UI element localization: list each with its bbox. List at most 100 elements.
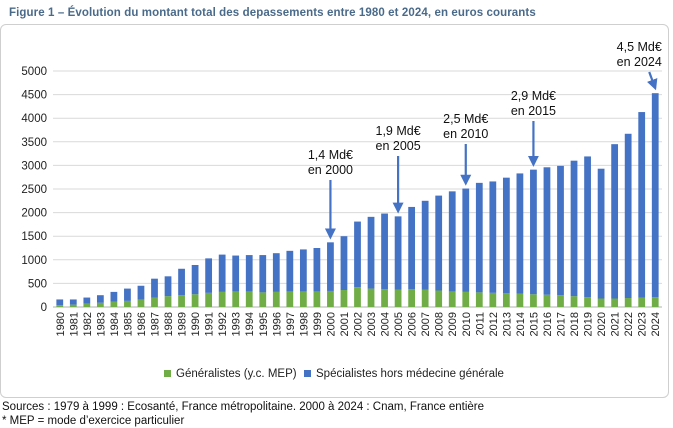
bar-specialistes: [381, 213, 388, 290]
bar-specialistes: [178, 268, 185, 296]
bar-specialistes: [191, 264, 199, 295]
bar-generalistes: [272, 291, 280, 307]
bar-generalistes: [124, 300, 131, 307]
x-tick-label: 1998: [298, 312, 310, 336]
legend-swatch-specialistes: [304, 370, 311, 377]
bar-specialistes: [56, 299, 64, 306]
bar-specialistes: [245, 255, 253, 292]
bar-generalistes: [462, 291, 470, 307]
bar-specialistes: [462, 188, 470, 292]
bar-generalistes: [611, 298, 619, 307]
annotation-value: 1,9 Md€: [376, 124, 421, 138]
y-tick-label: 5000: [21, 66, 47, 78]
bar-specialistes: [570, 160, 578, 297]
bar-generalistes: [502, 293, 510, 307]
x-tick-label: 2007: [420, 312, 432, 336]
x-tick-label: 1997: [285, 312, 297, 336]
bar-generalistes: [557, 295, 564, 307]
bar-generalistes: [530, 294, 537, 307]
chart-frame: 0 500 1000 1500 2000 2500 3000 3500 4000 4500 5000…: [0, 24, 669, 398]
x-tick-label: 2000: [325, 312, 337, 336]
x-tick-label: 2019: [583, 312, 595, 336]
y-tick-label: 0: [41, 302, 47, 314]
bar-generalistes: [137, 299, 145, 307]
bar-specialistes: [651, 93, 659, 298]
y-tick-label: 4500: [21, 90, 47, 102]
bar-specialistes: [448, 191, 456, 292]
bar-generalistes: [164, 296, 172, 307]
x-tick-label: 2009: [447, 312, 459, 336]
x-tick-label: 2023: [637, 312, 649, 336]
bar-specialistes: [557, 165, 564, 296]
bar-specialistes: [110, 291, 118, 302]
bar-generalistes: [340, 290, 348, 307]
bar-specialistes: [638, 112, 646, 298]
bar-generalistes: [516, 293, 524, 307]
bar-generalistes: [381, 289, 388, 307]
annotation-year: en 2015: [511, 104, 556, 118]
bar-specialistes: [313, 248, 321, 292]
bar-specialistes: [83, 297, 91, 304]
legend-swatch-generalistes: [164, 370, 171, 377]
stacked-bar-chart: 0 500 1000 1500 2000 2500 3000 3500 4000 4500 5000…: [21, 40, 662, 380]
bar-specialistes: [151, 278, 158, 298]
bar-specialistes: [272, 253, 280, 292]
y-tick-label: 3000: [21, 160, 47, 172]
bar-specialistes: [435, 195, 443, 291]
sources-note: Sources : 1979 à 1999 : Ecosanté, France…: [2, 401, 485, 413]
bar-generalistes: [597, 298, 605, 307]
x-tick-label: 2012: [488, 312, 500, 336]
x-tick-label: 2004: [380, 312, 392, 336]
annotation-value: 2,9 Md€: [511, 89, 556, 103]
bar-generalistes: [570, 296, 578, 307]
x-tick-label: 1981: [68, 312, 80, 336]
bar-specialistes: [584, 156, 591, 298]
bar-generalistes: [624, 298, 632, 307]
x-tick-label: 1980: [55, 312, 67, 336]
bar-specialistes: [137, 285, 145, 300]
x-tick-label: 1996: [271, 312, 283, 336]
y-tick-label: 1500: [21, 231, 47, 243]
x-tick-label: 2016: [542, 312, 554, 336]
bar-generalistes: [367, 288, 375, 307]
x-tick-label: 2014: [515, 312, 527, 336]
bar-generalistes: [584, 297, 591, 307]
x-tick-label: 1990: [190, 312, 202, 336]
x-tick-label: 1988: [163, 312, 175, 336]
x-tick-label: 2015: [528, 312, 540, 336]
x-tick-label: 1987: [150, 312, 162, 336]
x-tick-label: 2017: [556, 312, 568, 336]
bar-specialistes: [489, 181, 497, 293]
annotation-year: en 2010: [443, 127, 488, 141]
bar-specialistes: [421, 200, 429, 290]
x-tick-label: 1985: [122, 312, 134, 336]
bar-generalistes: [313, 291, 321, 307]
bar-specialistes: [408, 206, 416, 290]
bar-specialistes: [597, 168, 605, 299]
x-tick-label: 2021: [610, 312, 622, 336]
y-tick-label: 1000: [21, 255, 47, 267]
x-tick-label: 2001: [339, 312, 351, 336]
annotation-value: 1,4 Md€: [308, 148, 353, 162]
x-tick-label: 2020: [596, 312, 608, 336]
legend: Généralistes (y.c. MEP) Spécialistes hors…: [164, 368, 504, 380]
x-tick-label: 1993: [231, 312, 243, 336]
bar-specialistes: [475, 182, 483, 293]
bar-generalistes: [151, 297, 158, 307]
bar-generalistes: [394, 289, 402, 307]
bar-specialistes: [340, 236, 348, 291]
bar-generalistes: [435, 290, 443, 307]
bar-generalistes: [96, 302, 104, 307]
bar-generalistes: [448, 291, 456, 307]
x-tick-label: 2022: [623, 312, 635, 336]
mep-footnote: * MEP = mode d’exercice particulier: [2, 415, 185, 427]
bar-specialistes: [502, 177, 510, 294]
bar-specialistes: [624, 133, 632, 299]
bar-generalistes: [638, 297, 646, 307]
bar-specialistes: [367, 216, 375, 289]
annotation-value: 4,5 Md€: [617, 40, 662, 54]
bar-specialistes: [205, 258, 213, 293]
bar-specialistes: [259, 255, 267, 293]
bar-generalistes: [259, 292, 267, 307]
bar-generalistes: [83, 303, 91, 307]
